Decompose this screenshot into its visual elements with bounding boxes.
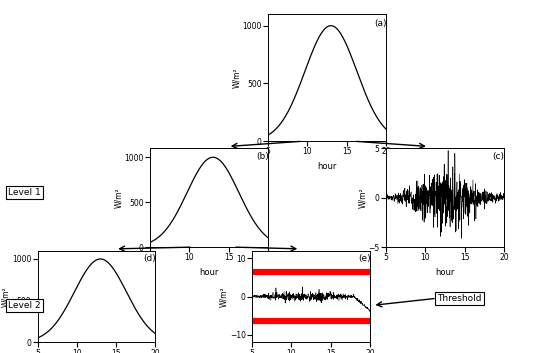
Y-axis label: W/m²: W/m²: [114, 187, 123, 208]
X-axis label: hour: hour: [199, 268, 219, 277]
Y-axis label: W/m²: W/m²: [219, 286, 228, 307]
Y-axis label: W/m²: W/m²: [2, 286, 11, 307]
Text: Threshold: Threshold: [437, 294, 481, 303]
Text: (d): (d): [144, 254, 157, 263]
X-axis label: hour: hour: [317, 162, 337, 171]
Text: Level 2: Level 2: [8, 301, 41, 310]
Text: (b): (b): [256, 152, 269, 161]
Y-axis label: W/m²: W/m²: [232, 67, 241, 88]
Text: (c): (c): [492, 152, 504, 161]
X-axis label: hour: hour: [435, 268, 455, 277]
Text: (e): (e): [358, 254, 371, 263]
Text: Level 1: Level 1: [8, 188, 41, 197]
Y-axis label: W/m²: W/m²: [358, 187, 367, 208]
Text: (a): (a): [374, 19, 386, 28]
